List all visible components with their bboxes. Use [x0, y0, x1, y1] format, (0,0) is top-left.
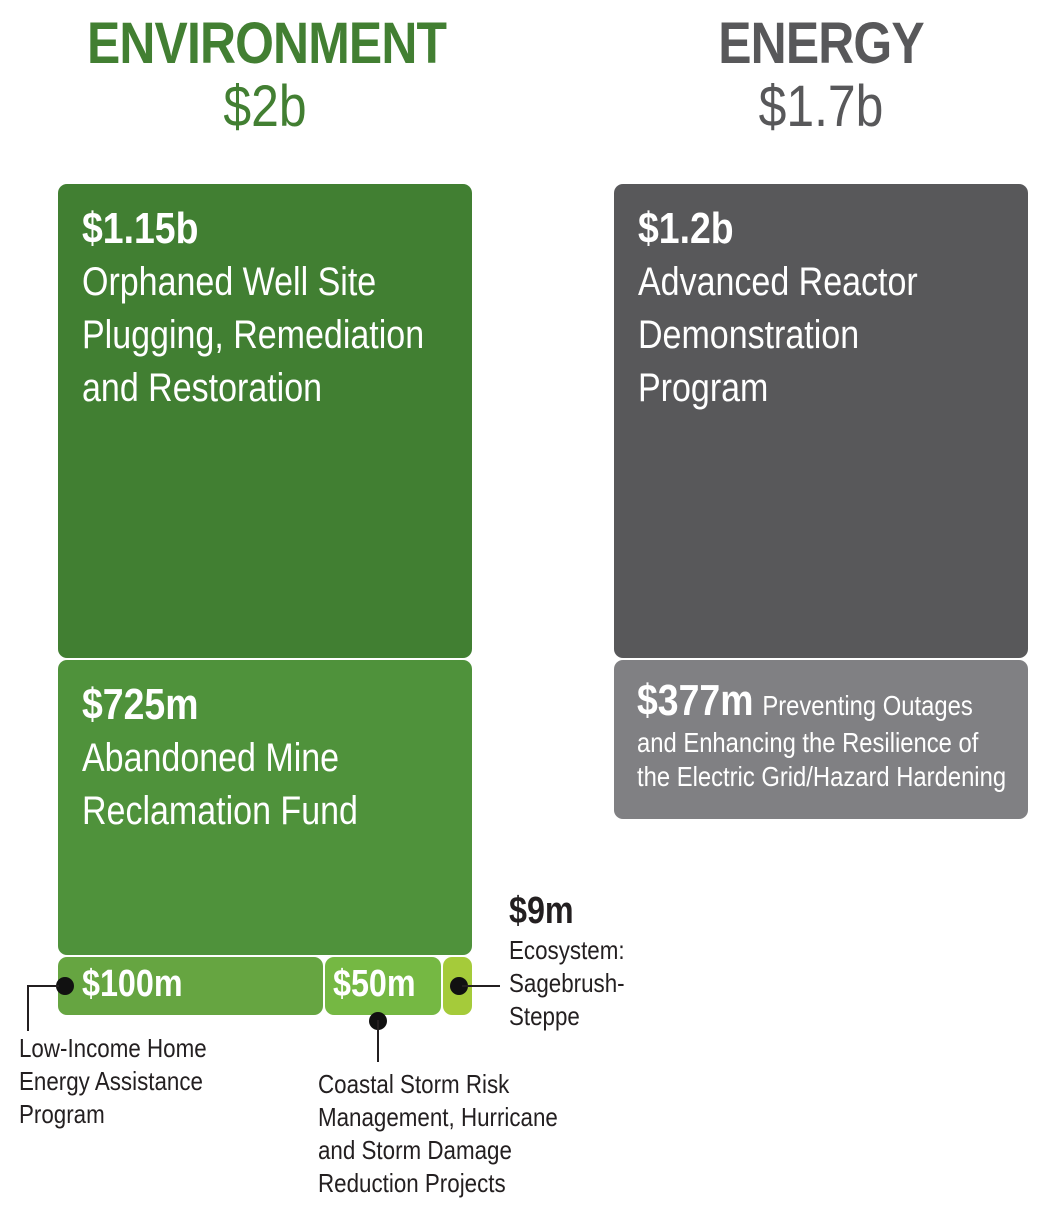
sagebrush-amount: $9m: [509, 890, 574, 932]
label-sagebrush: Ecosystem: Sagebrush- Steppe: [509, 935, 625, 1031]
segment-amount: $50m: [333, 963, 416, 1005]
segment-label: and Enhancing the Resilience of: [637, 727, 979, 758]
environment-header: ENVIRONMENT $2b: [58, 10, 472, 140]
env-block-abandoned-mine: $725m Abandoned Mine Reclamation Fund: [58, 660, 472, 955]
segment-amount: $100m: [82, 963, 183, 1005]
label-coastal-storm: Coastal Storm Risk Management, Hurricane…: [318, 1069, 558, 1198]
segment-label: Orphaned Well Site: [82, 260, 377, 304]
environment-total: $2b: [223, 74, 307, 139]
segment-amount: $377m: [637, 676, 754, 725]
env-block-liheap: $100m: [58, 957, 323, 1015]
callout-dot: [450, 977, 468, 995]
callout-dot: [56, 977, 74, 995]
callout-line: [377, 1020, 379, 1062]
energy-block-advanced-reactor: $1.2b Advanced Reactor Demonstration Pro…: [614, 184, 1028, 658]
segment-amount: $1.15b: [82, 204, 199, 253]
energy-title: ENERGY: [718, 11, 924, 76]
energy-header: ENERGY $1.7b: [614, 10, 1028, 140]
env-block-orphaned-wells: $1.15b Orphaned Well Site Plugging, Reme…: [58, 184, 472, 658]
energy-block-grid-resilience: $377m Preventing Outages and Enhancing t…: [614, 660, 1028, 819]
label-liheap: Low-Income Home Energy Assistance Progra…: [19, 1033, 207, 1129]
callout-line: [27, 985, 29, 1031]
segment-label: Abandoned Mine: [82, 736, 340, 780]
env-block-coastal-storm: $50m: [325, 957, 441, 1015]
environment-title: ENVIRONMENT: [86, 11, 447, 76]
segment-label: Plugging, Remediation: [82, 313, 425, 357]
segment-label: Demonstration: [638, 313, 860, 357]
segment-label: the Electric Grid/Hazard Hardening: [637, 761, 1007, 792]
segment-label: and Restoration: [82, 366, 323, 410]
energy-total: $1.7b: [758, 74, 884, 139]
segment-label: Reclamation Fund: [82, 789, 358, 833]
callout-line: [27, 985, 59, 987]
segment-label: Preventing Outages: [762, 690, 973, 721]
segment-label: Advanced Reactor: [638, 260, 918, 304]
segment-label: Program: [638, 366, 769, 410]
callout-line: [462, 985, 500, 987]
segment-amount: $725m: [82, 680, 199, 729]
segment-amount: $1.2b: [638, 204, 734, 253]
